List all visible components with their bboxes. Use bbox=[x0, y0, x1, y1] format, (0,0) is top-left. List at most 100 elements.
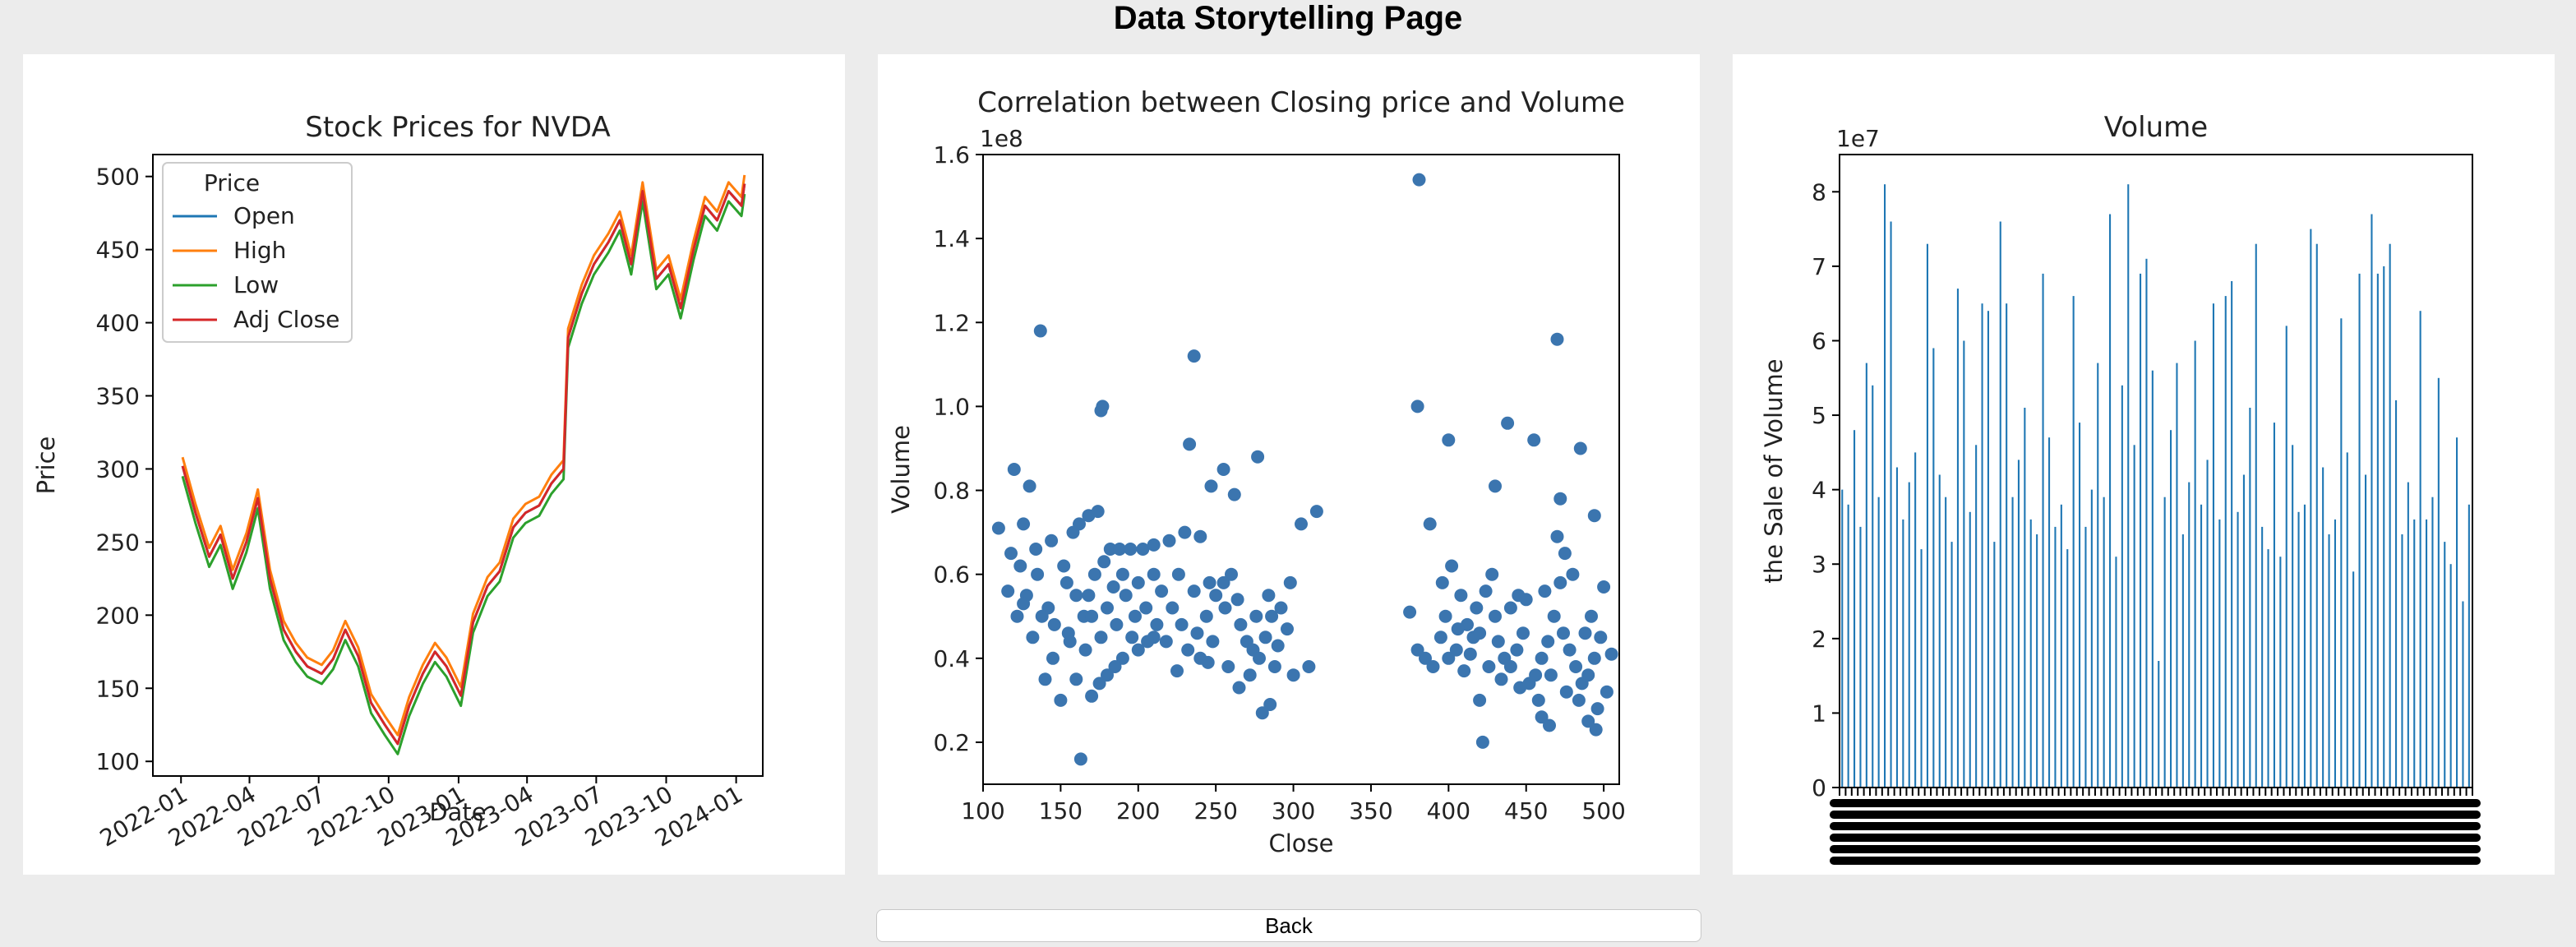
volume-bar bbox=[2054, 526, 2057, 788]
legend-item: Low bbox=[233, 271, 279, 298]
scatter-point bbox=[1544, 668, 1558, 682]
overlapped-tick-label-row bbox=[1830, 834, 2481, 842]
scatter-point bbox=[1274, 601, 1288, 615]
back-button[interactable]: Back bbox=[876, 909, 1701, 942]
volume-bar bbox=[2176, 363, 2178, 788]
y-tick-label: 1.2 bbox=[933, 309, 970, 336]
scatter-point bbox=[1489, 609, 1502, 623]
volume-bar bbox=[2468, 504, 2470, 788]
volume-bar bbox=[2255, 243, 2257, 788]
y-tick-label: 0.2 bbox=[933, 729, 970, 756]
volume-bar bbox=[2212, 303, 2214, 788]
x-tick-labels-overlapped bbox=[1830, 788, 2481, 865]
volume-bar bbox=[2376, 273, 2379, 788]
scatter-point bbox=[1243, 668, 1257, 682]
plot-frame bbox=[982, 154, 1620, 785]
scatter-point bbox=[1557, 626, 1570, 640]
volume-bar bbox=[2090, 489, 2093, 788]
volume-bar bbox=[1938, 474, 1941, 788]
scatter-point bbox=[1183, 437, 1197, 451]
x-axis-label: Close bbox=[1269, 829, 1334, 857]
volume-bar bbox=[2006, 303, 2008, 788]
volume-bar bbox=[2194, 340, 2196, 788]
scatter-point bbox=[1255, 706, 1269, 720]
scatter-point bbox=[1136, 543, 1150, 556]
scatter-point bbox=[1265, 609, 1279, 623]
scatter-point bbox=[991, 521, 1005, 535]
volume-bar bbox=[1854, 430, 1856, 788]
scatter-point bbox=[1096, 400, 1110, 413]
scatter-point bbox=[1046, 651, 1059, 665]
volume-bar bbox=[1950, 542, 1953, 788]
volume-bar bbox=[2109, 214, 2112, 788]
scatter-point bbox=[1221, 660, 1235, 673]
scatter-point bbox=[1147, 567, 1161, 581]
volume-bar bbox=[2145, 258, 2148, 788]
volume-bar bbox=[2066, 549, 2069, 788]
scatter-point bbox=[1423, 517, 1437, 531]
y-tick-label: 200 bbox=[96, 602, 140, 629]
overlapped-tick-label-row bbox=[1830, 845, 2481, 853]
volume-bar bbox=[2340, 318, 2343, 788]
scatter-point bbox=[1187, 349, 1201, 363]
volume-bar bbox=[2048, 437, 2051, 788]
plot-frame bbox=[152, 154, 764, 777]
y-tick-label: 1.6 bbox=[933, 141, 970, 169]
scatter-point bbox=[1124, 543, 1138, 556]
scatter-point bbox=[1589, 723, 1603, 737]
volume-bar bbox=[1999, 221, 2001, 788]
scatter-point bbox=[1572, 693, 1586, 707]
legend-title: Price bbox=[204, 169, 260, 196]
scatter-point bbox=[1590, 702, 1604, 716]
scatter-point bbox=[1263, 698, 1277, 711]
x-tick-label: 150 bbox=[1039, 797, 1083, 825]
volume-bar bbox=[2358, 273, 2361, 788]
scatter-point bbox=[1218, 601, 1232, 615]
scatter-point bbox=[1097, 555, 1111, 569]
scatter-point bbox=[1283, 575, 1297, 589]
scatter-point bbox=[1017, 517, 1031, 531]
scatter-point bbox=[1057, 559, 1071, 573]
scatter-point bbox=[1216, 463, 1230, 476]
volume-bar bbox=[2401, 534, 2403, 788]
volume-bar bbox=[2042, 273, 2044, 788]
scatter-point bbox=[1454, 589, 1468, 603]
scatter-point bbox=[1473, 626, 1487, 640]
volume-bar bbox=[1932, 348, 1935, 788]
scatter-point bbox=[1106, 580, 1120, 594]
scatter-point bbox=[1501, 416, 1515, 430]
scatter-point bbox=[1479, 584, 1493, 598]
x-tick-label: 400 bbox=[1427, 797, 1470, 825]
scatter-point bbox=[1541, 635, 1555, 649]
scatter-point bbox=[1569, 660, 1583, 673]
legend-item: Adj Close bbox=[233, 306, 339, 333]
volume-bar bbox=[2383, 266, 2385, 788]
stock-price-line-chart: Stock Prices for NVDA 100 150 200 250 300 350 4… bbox=[32, 111, 764, 852]
volume-bar bbox=[2273, 423, 2275, 788]
chart-title: Correlation between Closing price and Vo… bbox=[977, 86, 1625, 119]
x-tick-label: 250 bbox=[1193, 797, 1237, 825]
y-tick-label: 350 bbox=[96, 383, 140, 410]
scatter-point bbox=[1110, 617, 1124, 631]
scatter-point bbox=[1131, 643, 1145, 657]
scatter-point bbox=[1155, 584, 1169, 598]
volume-bar bbox=[1987, 311, 1989, 788]
scatter-point bbox=[1295, 517, 1308, 531]
scatter-point bbox=[1485, 567, 1499, 581]
scatter-point bbox=[1162, 534, 1176, 547]
scatter-point bbox=[1023, 479, 1036, 493]
scatter-point bbox=[1281, 622, 1294, 636]
y-tick-label: 5 bbox=[1812, 402, 1826, 429]
scatter-point bbox=[1004, 547, 1018, 561]
scatter-point bbox=[1063, 635, 1077, 649]
volume-bar bbox=[2437, 377, 2440, 788]
overlapped-tick-label-row bbox=[1830, 822, 2481, 830]
scatter-point bbox=[1204, 479, 1218, 493]
volume-bar bbox=[1841, 489, 1844, 788]
scatter-point bbox=[1494, 672, 1508, 686]
scatter-point bbox=[1059, 575, 1073, 589]
scatter-point bbox=[1159, 635, 1173, 649]
scatter-point bbox=[1209, 589, 1223, 603]
volume-bar bbox=[2407, 482, 2409, 788]
volume-bar bbox=[1963, 340, 1965, 788]
